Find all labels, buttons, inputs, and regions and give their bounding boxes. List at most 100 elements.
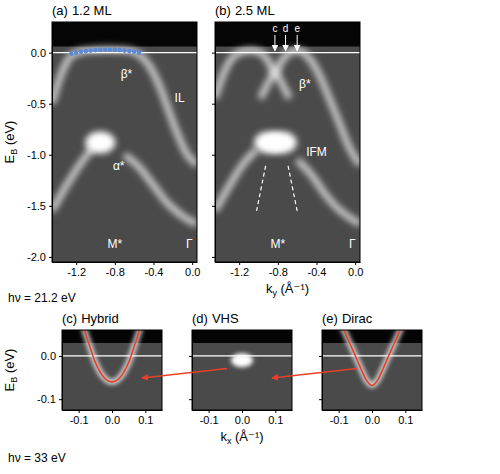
axis-line (52, 23, 53, 263)
tick-mark (405, 410, 406, 413)
tick (189, 399, 192, 400)
tick-mark (115, 262, 116, 265)
fit-point (108, 47, 113, 52)
intensity-spot (267, 132, 297, 154)
x-axis-title: kx (Å⁻¹) (220, 429, 263, 446)
guide-line (257, 163, 267, 211)
band (215, 50, 360, 165)
panel: -0.10.00.10.0-0.1(c)HybridEB (eV)hν = 33… (2, 311, 163, 465)
tick: -0.8 (106, 262, 125, 278)
tick-mark (275, 410, 276, 413)
tick: -1.5 (27, 200, 52, 212)
dispersion-fit (84, 330, 141, 382)
tick-mark (212, 104, 215, 105)
link-arrow (142, 368, 227, 378)
panel-letter: (c) (62, 311, 77, 326)
x-axis: -1.2-0.8-0.40.0 (53, 262, 201, 278)
tick: -1.2 (67, 262, 86, 278)
tick (319, 356, 322, 357)
cut-arrow (274, 35, 275, 51)
dark-region (215, 22, 360, 47)
tick-label: -0.1 (200, 414, 219, 426)
panel-letter: (a) (52, 3, 68, 18)
tick-mark (59, 399, 62, 400)
plot-frame (62, 330, 162, 410)
plot-area (52, 22, 197, 262)
tick-mark (317, 262, 318, 265)
plot-area (62, 330, 162, 410)
y-axis-title-main: E (2, 382, 17, 391)
tick-label: -0.4 (145, 266, 164, 278)
tick: -0.5 (27, 98, 52, 110)
panel: -0.10.00.1(d)VHSkx (Å⁻¹) (189, 311, 293, 446)
y-axis-title-main: E (2, 154, 17, 163)
tick: -0.4 (145, 262, 164, 278)
cut-label: c (272, 23, 277, 34)
tick: 0.1 (138, 410, 153, 426)
panel: -0.10.00.1(e)Dirac (319, 311, 423, 426)
axis-line (216, 262, 361, 263)
tick (189, 356, 192, 357)
tick-mark (339, 410, 340, 413)
tick-mark (49, 257, 52, 258)
tick-label: 0.0 (348, 266, 363, 278)
tick-label: 0.0 (105, 414, 120, 426)
tick-label: -1.0 (27, 149, 46, 161)
tick: -0.4 (308, 262, 327, 278)
tick-label: -2.0 (27, 251, 46, 263)
tick-label: 0.0 (365, 414, 380, 426)
panel-letter: (b) (215, 3, 231, 18)
panel-letter: (e) (322, 311, 338, 326)
guide-line (288, 163, 298, 211)
x-axis-title-rest: (Å⁻¹) (231, 429, 263, 444)
intensity-background (62, 330, 162, 410)
y-axis-title: EB (eV) (2, 121, 19, 164)
tick-mark (212, 155, 215, 156)
fermi-level (62, 355, 162, 356)
cut-label: e (294, 23, 300, 34)
fit-point (93, 48, 98, 53)
tick: 0.1 (398, 410, 413, 426)
tick-label: -0.1 (330, 414, 349, 426)
fit-point (117, 48, 122, 53)
tick-mark (192, 262, 193, 265)
plot-area (215, 22, 360, 262)
band (215, 150, 257, 211)
tick-mark (355, 262, 356, 265)
fit-point (103, 47, 108, 52)
panel-letter: (d) (192, 311, 208, 326)
band (52, 147, 94, 211)
tick (212, 104, 215, 105)
tick-mark (49, 104, 52, 105)
x-axis-title: ky (Å⁻¹) (266, 281, 309, 298)
tick-mark (49, 155, 52, 156)
tick-label: -1.2 (67, 266, 86, 278)
annotation: IFM (306, 145, 327, 159)
fit-point (137, 50, 142, 55)
tick-label: 0.0 (31, 47, 46, 59)
x-axis: -0.10.00.1 (63, 410, 163, 426)
tick-mark (145, 410, 146, 413)
tick-label: 0.0 (41, 350, 56, 362)
x-axis: -0.1 0.0 0.1 (323, 410, 423, 426)
fit-point (79, 49, 84, 54)
tick: -0.1 (200, 410, 219, 426)
tick-mark (49, 53, 52, 54)
annotation: β* (121, 67, 133, 81)
y-axis-title-rest: (eV) (2, 121, 17, 149)
cut-arrow (285, 35, 286, 51)
tick-mark (112, 410, 113, 413)
tick-mark (59, 356, 62, 357)
tick-mark (76, 262, 77, 265)
tick-label: -0.1 (37, 393, 56, 405)
tick: -0.8 (269, 262, 288, 278)
tick (212, 155, 215, 156)
x-axis: -0.10.00.1 (193, 410, 293, 426)
band (260, 73, 289, 99)
tick-label: 0.1 (398, 414, 413, 426)
y-axis (189, 331, 193, 411)
fit-point (74, 50, 79, 55)
x-axis-title-rest: (Å⁻¹) (277, 281, 309, 296)
fermi-level (215, 52, 360, 53)
tick-mark (154, 262, 155, 265)
